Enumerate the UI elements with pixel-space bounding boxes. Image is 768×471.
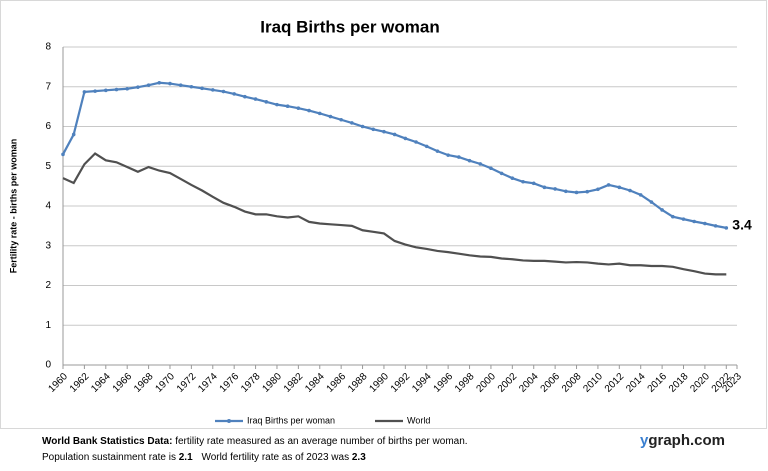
point — [617, 185, 622, 190]
point — [606, 183, 611, 187]
point — [531, 181, 536, 186]
point — [371, 127, 376, 132]
legend-label: Iraq Births per woman — [247, 415, 335, 425]
point — [424, 144, 429, 149]
y-tick-label: 8 — [45, 42, 51, 53]
point — [328, 114, 333, 119]
point — [435, 149, 440, 153]
point — [713, 224, 718, 228]
point — [93, 89, 97, 93]
footer-text: fertility rate measured as an average nu… — [175, 436, 467, 447]
point — [136, 85, 140, 89]
point — [71, 132, 76, 137]
point — [125, 86, 129, 91]
point — [200, 86, 204, 91]
point — [114, 87, 119, 92]
point — [168, 81, 172, 86]
point — [264, 100, 269, 104]
point — [360, 124, 365, 129]
point — [317, 111, 322, 116]
point — [221, 89, 226, 94]
point — [489, 166, 493, 171]
point — [574, 190, 579, 195]
point — [403, 136, 408, 141]
point — [382, 129, 386, 134]
point — [82, 90, 87, 94]
point — [457, 155, 461, 159]
point — [275, 102, 279, 107]
point — [724, 226, 729, 230]
y-axis-label: Fertility rate - births per woman — [8, 139, 18, 274]
point — [521, 179, 525, 184]
series-line — [62, 152, 727, 276]
point — [61, 152, 65, 157]
point — [178, 83, 183, 87]
y-tick-label: 2 — [45, 280, 51, 291]
point — [596, 187, 600, 192]
footer-bold: 2.3 — [352, 452, 366, 463]
footer-bold: 2.1 — [179, 452, 193, 463]
point — [232, 92, 236, 96]
y-tick-label: 0 — [45, 360, 51, 371]
point — [296, 106, 301, 111]
point — [542, 185, 547, 190]
point — [564, 189, 568, 194]
point — [253, 97, 258, 101]
annotation: 3.4 — [732, 217, 752, 233]
point — [307, 108, 311, 113]
point — [157, 80, 162, 85]
footer-bold: World Bank Statistics Data: — [42, 436, 172, 447]
point — [414, 140, 418, 144]
point — [553, 187, 557, 191]
point — [638, 193, 643, 197]
y-tick-label: 1 — [45, 320, 51, 331]
point — [478, 162, 483, 166]
point — [350, 121, 354, 125]
point — [103, 88, 108, 93]
point — [499, 171, 504, 176]
footer-text: World fertility rate as of 2023 was — [201, 452, 349, 463]
legend-marker — [227, 419, 231, 423]
point — [243, 94, 247, 99]
brand: ygraph.com — [640, 432, 726, 449]
point — [649, 200, 654, 204]
point — [467, 158, 472, 163]
point — [210, 88, 215, 92]
point — [189, 84, 194, 89]
y-tick-label: 5 — [45, 161, 51, 172]
chart-border — [0, 0, 767, 429]
y-tick-label: 7 — [45, 81, 51, 92]
y-tick-label: 3 — [45, 240, 51, 251]
point — [628, 188, 632, 193]
legend-label: World — [407, 415, 430, 425]
point — [585, 189, 590, 194]
point — [339, 117, 343, 122]
footer-text: Population sustainment rate is — [42, 452, 176, 463]
point — [146, 83, 151, 87]
y-tick-label: 6 — [45, 121, 51, 132]
point — [671, 214, 675, 219]
point — [285, 104, 290, 109]
point — [660, 208, 664, 212]
footer-line-1: World Bank Statistics Data: fertility ra… — [42, 436, 468, 447]
chart-title: Iraq Births per woman — [260, 17, 439, 36]
point — [703, 221, 707, 226]
y-tick-label: 4 — [45, 201, 51, 212]
point — [692, 219, 697, 224]
point — [681, 217, 686, 221]
point — [510, 176, 515, 180]
point — [446, 153, 450, 157]
footer-line-2: Population sustainment rate is 2.1 World… — [42, 452, 366, 463]
point — [392, 132, 397, 137]
